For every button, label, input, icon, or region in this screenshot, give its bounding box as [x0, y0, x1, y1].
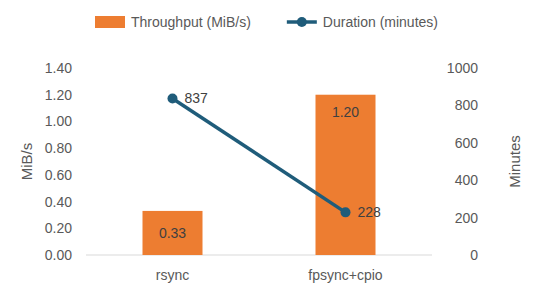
chart-container: 0.00 0.20 0.40 0.60 0.80 1.00 1.20 1.40 0 200 400 6…: [0, 0, 547, 300]
y-tick: [83, 94, 86, 95]
line: [173, 98, 346, 212]
y-tick: [83, 174, 86, 175]
y-axis-title: MiB/s: [18, 143, 35, 181]
y2-tick-label: 0: [470, 247, 478, 263]
y-tick: [83, 201, 86, 202]
data-label: 228: [358, 204, 382, 220]
y2-tick: [432, 255, 435, 256]
bar: [143, 211, 203, 255]
y2-tick-label: 800: [455, 97, 479, 113]
data-label: 1.20: [332, 104, 359, 120]
line-marker: [341, 207, 351, 217]
y-tick: [83, 228, 86, 229]
y-tick-label: 0.80: [45, 140, 72, 156]
y2-tick: [432, 105, 435, 106]
legend: Throughput (MiB/s) Duration (minutes): [95, 14, 438, 30]
y-tick: [83, 148, 86, 149]
y-tick-label: 1.00: [45, 113, 72, 129]
y2-tick-label: 1000: [447, 60, 478, 76]
y2-tick-label: 600: [455, 135, 479, 151]
y-tick-label: 1.20: [45, 87, 72, 103]
y2-tick: [432, 217, 435, 218]
x-axis-line: [86, 255, 432, 256]
y2-tick: [432, 180, 435, 181]
x-tick-label: fpsync+cpio: [308, 267, 383, 283]
chart-svg: 0.00 0.20 0.40 0.60 0.80 1.00 1.20 1.40 0 200 400 6…: [0, 0, 547, 300]
legend-marker: [297, 17, 307, 27]
y2-tick-label: 200: [455, 210, 479, 226]
bar: [316, 95, 376, 255]
legend-swatch: [95, 16, 125, 28]
y2-axis-title: Minutes: [506, 135, 523, 188]
y-tick-label: 0.60: [45, 167, 72, 183]
line-marker: [168, 93, 178, 103]
y-tick: [83, 68, 86, 69]
y-tick-label: 1.40: [45, 60, 72, 76]
y-tick: [83, 255, 86, 256]
plot-area: [143, 93, 376, 255]
x-tick-label: rsync: [156, 267, 189, 283]
y-tick-label: 0.00: [45, 247, 72, 263]
y2-tick: [432, 142, 435, 143]
legend-label: Throughput (MiB/s): [131, 14, 251, 30]
y-tick-label: 0.20: [45, 220, 72, 236]
legend-label: Duration (minutes): [323, 14, 438, 30]
y2-tick-label: 400: [455, 172, 479, 188]
data-label: 837: [185, 90, 209, 106]
y-tick-label: 0.40: [45, 194, 72, 210]
data-label: 0.33: [159, 225, 186, 241]
data-labels: 0.33 1.20 837 228: [159, 90, 381, 240]
y2-tick: [432, 68, 435, 69]
y-tick: [83, 121, 86, 122]
